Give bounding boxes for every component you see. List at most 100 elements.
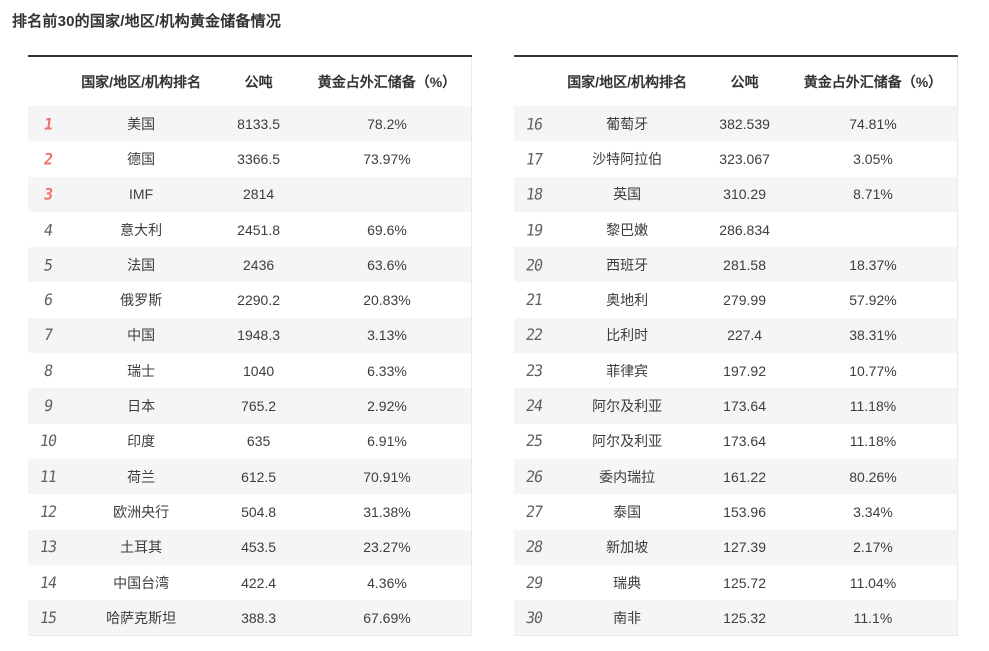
rank-column-header [514,56,554,106]
rank-cell: 22 [514,317,554,354]
table-row: 1 美国 8133.5 78.2% [28,106,472,142]
table-row: 4 意大利 2451.8 69.6% [28,212,472,247]
country-cell: 沙特阿拉伯 [592,150,663,167]
tons-cell: 279.99 [723,292,766,309]
tons-cell: 422.4 [241,574,277,591]
tons-cell: 8133.5 [214,106,303,142]
table-row: 19 黎巴嫩 286.834 [514,212,958,247]
table-row: 30 南非 125.32 11.1% [514,600,958,636]
country-cell: 比利时 [553,317,701,354]
tons-cell: 765.2 [214,388,303,424]
rank-number: 1 [42,114,54,134]
country-cell: 英国 [553,176,701,212]
tons-cell: 310.29 [700,176,789,212]
percent-cell: 11.18% [849,433,897,450]
rank-cell: 15 [28,600,68,636]
rank-cell: 14 [28,565,68,600]
tons-cell: 3366.5 [237,150,280,167]
table-row: 28 新加坡 127.39 2.17% [514,529,958,565]
table-row: 18 英国 310.29 8.71% [514,176,958,212]
tons-cell: 453.5 [214,529,303,565]
tons-cell: 197.92 [723,362,766,379]
table-row: 24 阿尔及利亚 173.64 11.18% [514,388,958,424]
rank-cell: 21 [514,282,554,317]
table-row: 11 荷兰 612.5 70.91% [28,458,472,495]
rank-number: 27 [524,502,544,522]
rank-cell: 24 [514,388,554,424]
percent-cell: 6.91% [367,433,407,450]
percent-cell: 31.38% [363,503,411,520]
country-cell: 美国 [67,106,215,142]
rank-number: 10 [38,431,58,451]
country-cell: 哈萨克斯坦 [67,600,215,636]
country-cell: 俄罗斯 [120,292,163,309]
percent-cell: 8.71% [788,176,958,212]
percent-cell [302,176,472,212]
country-cell: 西班牙 [553,247,701,283]
rank-number: 18 [524,184,544,204]
tons-cell: 2290.2 [237,292,280,309]
rank-cell: 17 [514,141,554,176]
tons-cell: 173.64 [723,433,766,450]
country-cell: 瑞士 [127,362,156,379]
table-body-right: 16 葡萄牙 382.539 74.81% 17 沙特阿拉伯 323.067 3.05% 18 英… [514,106,958,636]
rank-cell: 11 [28,458,68,495]
rank-cell: 13 [28,529,68,565]
tons-cell: 281.58 [700,247,789,283]
rank-cell: 6 [28,282,68,317]
percent-cell: 11.1% [788,600,958,636]
table-row: 3 IMF 2814 [28,176,472,212]
country-cell: 欧洲央行 [113,503,170,520]
rank-number: 23 [524,361,544,381]
country-column-header: 国家/地区/机构排名 [553,56,701,106]
rank-cell: 18 [514,176,554,212]
country-cell: 土耳其 [67,529,215,565]
tons-cell: 635 [246,433,271,450]
country-cell: 荷兰 [67,458,215,495]
country-cell: 葡萄牙 [553,106,701,142]
tons-cell: 2436 [214,247,303,283]
country-cell: IMF [67,176,215,212]
rank-number: 24 [524,396,544,416]
percent-cell [789,212,958,247]
table-row: 25 阿尔及利亚 173.64 11.18% [514,424,958,459]
country-cell: 新加坡 [553,529,701,565]
rank-cell: 26 [514,458,554,495]
rank-cell: 7 [28,317,68,354]
table-row: 14 中国台湾 422.4 4.36% [28,565,472,600]
table-row: 21 奥地利 279.99 57.92% [514,282,958,317]
rank-column-header [28,56,68,106]
tons-cell: 388.3 [214,600,303,636]
tons-cell: 125.32 [700,600,789,636]
percent-cell: 10.77% [849,362,897,379]
table-row: 15 哈萨克斯坦 388.3 67.69% [28,600,472,636]
country-cell: 泰国 [613,503,642,520]
table-body-left: 1 美国 8133.5 78.2% 2 德国 3366.5 73.97% 3 IMF 2814 4 意大… [28,106,472,636]
rank-number: 19 [524,220,544,239]
rank-number: 4 [42,220,54,239]
rank-cell: 23 [514,353,554,388]
tons-cell: 286.834 [719,221,770,238]
table-row: 23 菲律宾 197.92 10.77% [514,353,958,388]
rank-number: 11 [38,467,58,487]
percent-cell: 63.6% [302,247,472,283]
gold-reserves-table-ranks-16-30: 国家/地区/机构排名 公吨 黄金占外汇储备（%） 16 葡萄牙 382.539 74.… [514,55,958,636]
tables-container: 国家/地区/机构排名 公吨 黄金占外汇储备（%） 1 美国 8133.5 78.2% 2… [28,55,989,636]
table-row: 13 土耳其 453.5 23.27% [28,529,472,565]
table-row: 12 欧洲央行 504.8 31.38% [28,494,472,529]
percent-cell: 69.6% [367,221,407,238]
rank-cell: 28 [514,529,554,565]
table-row: 6 俄罗斯 2290.2 20.83% [28,282,472,317]
rank-number: 7 [42,325,54,345]
table-row: 27 泰国 153.96 3.34% [514,494,958,529]
table-row: 2 德国 3366.5 73.97% [28,141,472,176]
tons-cell: 1040 [243,362,275,379]
rank-number: 21 [524,290,544,310]
rank-number: 15 [38,608,58,627]
table-header-row: 国家/地区/机构排名 公吨 黄金占外汇储备（%） [514,56,958,106]
country-cell: 德国 [127,150,156,167]
tons-cell: 2814 [214,176,303,212]
tons-cell: 161.22 [700,458,789,495]
percent-cell: 3.13% [302,317,472,354]
tons-cell: 1948.3 [214,317,303,354]
